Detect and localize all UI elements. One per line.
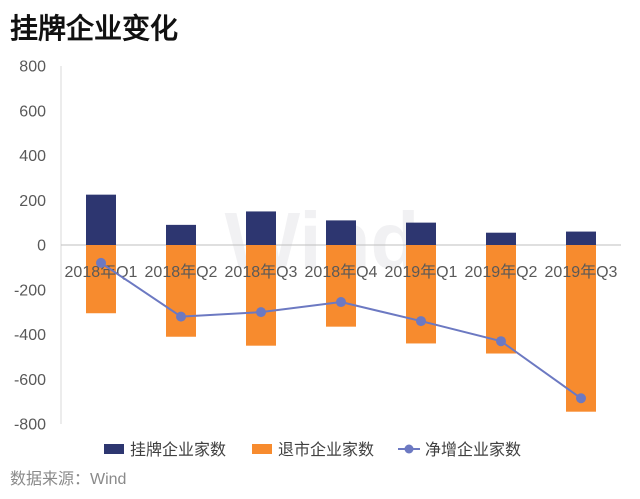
legend-marker-net xyxy=(404,444,414,454)
y-tick-label: -400 xyxy=(14,327,46,344)
listed-count-bar xyxy=(246,211,276,245)
y-tick-label: -200 xyxy=(14,282,46,299)
net-change-point xyxy=(416,316,426,327)
listed-count-bar xyxy=(486,232,516,245)
x-tick-label: 2019年Q3 xyxy=(545,263,618,281)
y-tick-label: 0 xyxy=(37,238,46,255)
listed-count-bar xyxy=(86,194,116,245)
legend-item-net: 净增企业家数 xyxy=(398,441,521,459)
x-tick-label: 2019年Q1 xyxy=(385,263,458,281)
delisted-count-bar xyxy=(86,245,116,314)
net-change-point xyxy=(256,307,266,318)
y-tick-label: 600 xyxy=(19,103,46,120)
y-tick-label: 800 xyxy=(19,59,46,76)
y-tick-label: 200 xyxy=(19,193,46,210)
legend-label-net: 净增企业家数 xyxy=(425,441,521,459)
y-tick-label: 400 xyxy=(19,148,46,165)
delisted-count-bar xyxy=(246,245,276,346)
delisted-count-bar xyxy=(166,245,196,337)
x-tick-label: 2018年Q1 xyxy=(65,263,138,281)
x-tick-label: 2019年Q2 xyxy=(465,263,538,281)
delisted-count-bar xyxy=(486,245,516,354)
net-change-point xyxy=(496,336,506,347)
listed-count-bar xyxy=(166,224,196,245)
legend-swatch-listed xyxy=(104,444,124,454)
source-note: 数据来源：Wind xyxy=(10,470,126,488)
delisted-count-bar xyxy=(326,245,356,327)
listed-count-bar xyxy=(566,231,596,245)
net-change-point xyxy=(336,297,346,308)
x-tick-label: 2018年Q3 xyxy=(225,263,298,281)
net-line-layer xyxy=(96,257,586,404)
net-change-point xyxy=(96,257,106,268)
y-tick-label: -600 xyxy=(14,372,46,389)
legend: 挂牌企业家数 退市企业家数 净增企业家数 xyxy=(104,441,521,459)
legend-item-delisted: 退市企业家数 xyxy=(252,441,374,459)
x-tick-label: 2018年Q2 xyxy=(145,263,218,281)
legend-label-listed: 挂牌企业家数 xyxy=(130,441,226,459)
y-tick-label: -800 xyxy=(14,417,46,434)
legend-item-listed: 挂牌企业家数 xyxy=(104,441,226,459)
legend-label-delisted: 退市企业家数 xyxy=(278,441,374,459)
chart-title: 挂牌企业变化 xyxy=(10,12,179,45)
net-change-point xyxy=(176,311,186,322)
x-tick-label: 2018年Q4 xyxy=(305,263,378,281)
bars-layer xyxy=(86,194,596,412)
legend-swatch-delisted xyxy=(252,444,272,454)
net-change-point xyxy=(576,393,586,404)
listed-count-bar xyxy=(326,220,356,245)
delisted-count-bar xyxy=(566,245,596,412)
x-axis-labels: 2018年Q1 2018年Q2 2018年Q3 2018年Q4 2019年Q1 2019年… xyxy=(65,263,618,281)
delisted-count-bar xyxy=(406,245,436,344)
listed-count-bar xyxy=(406,222,436,245)
axis-layer: 800 600 400 200 0 -200 -400 -600 -800 xyxy=(14,59,621,434)
